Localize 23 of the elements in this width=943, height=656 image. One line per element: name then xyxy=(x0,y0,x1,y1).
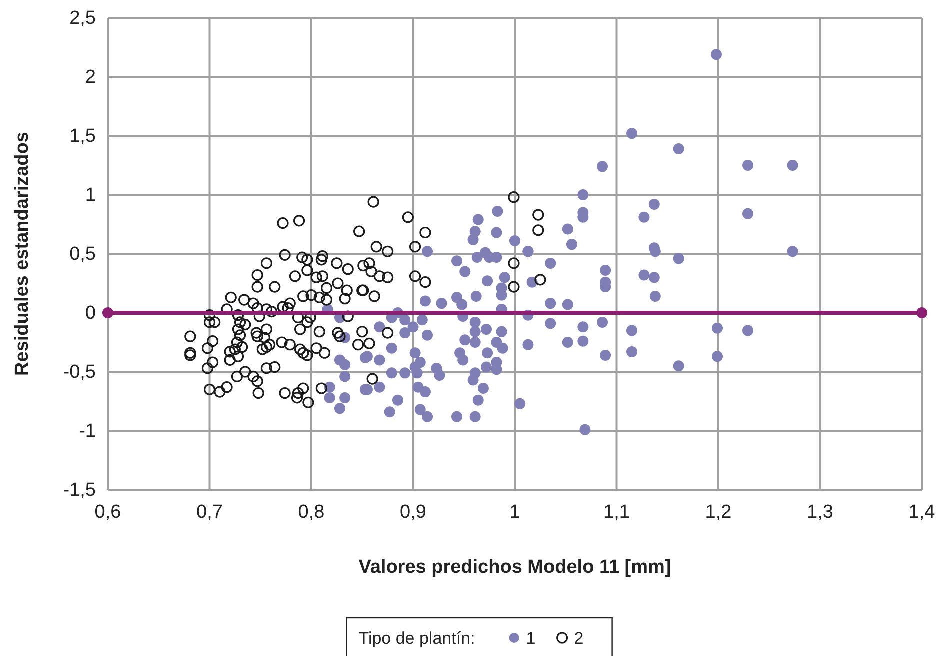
y-tick-label: 2 xyxy=(85,67,96,88)
x-axis-title: Valores predichos Modelo 11 [mm] xyxy=(358,557,672,578)
y-tick-label: 0 xyxy=(85,303,96,324)
y-axis-title: Residuales estandarizados xyxy=(12,132,33,376)
y-tick-label: -1 xyxy=(79,421,96,442)
y-tick-label: -0,5 xyxy=(63,362,96,383)
y-tick-label: 1 xyxy=(85,185,96,206)
x-tick-label: 0,6 xyxy=(94,502,122,523)
y-tick-label: 0,5 xyxy=(70,244,96,265)
y-tick-label: 2,5 xyxy=(70,8,96,29)
x-tick-label: 1,2 xyxy=(705,502,732,523)
x-tick-label: 1,1 xyxy=(604,502,630,523)
y-tick-label: -1,5 xyxy=(63,480,96,501)
y-tick-label: 1,5 xyxy=(70,126,96,147)
x-tick-label: 1,3 xyxy=(807,502,834,523)
legend-title: Tipo de plantín: xyxy=(358,629,476,648)
x-tick-label: 1,4 xyxy=(908,502,936,523)
x-tick-label: 1 xyxy=(510,502,520,523)
legend-label: 2 xyxy=(574,629,584,648)
x-tick-label: 0,7 xyxy=(196,502,223,523)
x-tick-label: 0,8 xyxy=(298,502,325,523)
x-tick-label: 0,9 xyxy=(400,502,426,523)
legend-label: 1 xyxy=(526,629,536,648)
